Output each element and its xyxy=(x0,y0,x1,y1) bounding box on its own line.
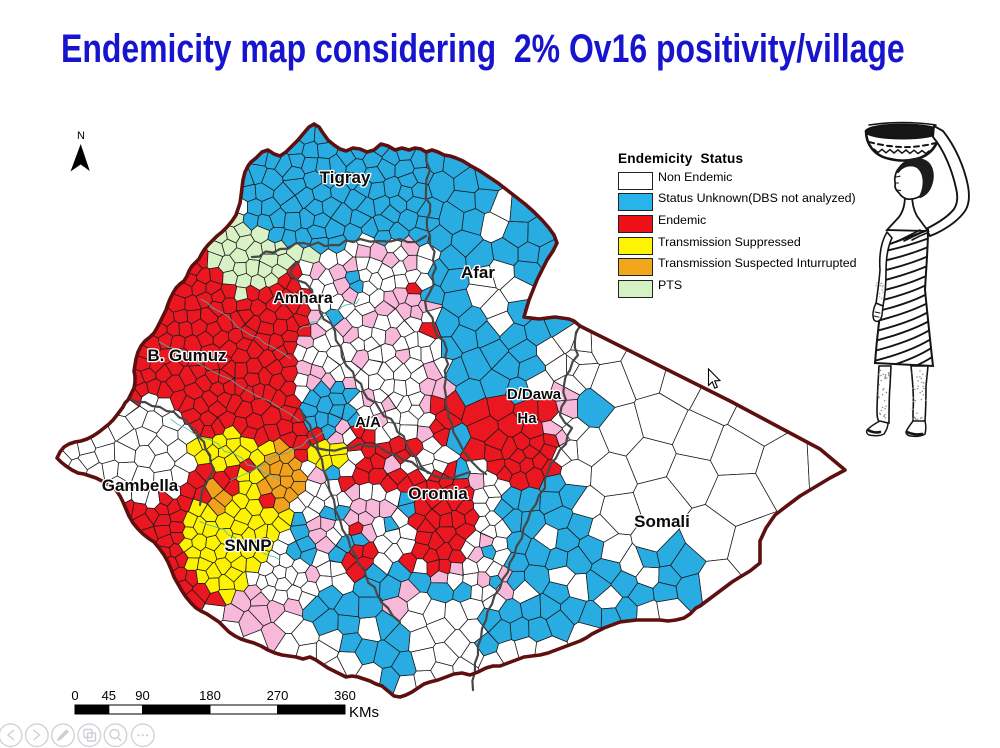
svg-text:180: 180 xyxy=(199,688,221,703)
svg-text:D/Dawa: D/Dawa xyxy=(507,386,562,403)
svg-text:45: 45 xyxy=(102,688,116,703)
svg-text:Somali: Somali xyxy=(634,512,690,531)
svg-text:90: 90 xyxy=(135,688,149,703)
svg-text:SNNP: SNNP xyxy=(224,536,271,555)
svg-text:360: 360 xyxy=(334,688,356,703)
svg-text:Ha: Ha xyxy=(517,410,537,427)
svg-text:Oromia: Oromia xyxy=(408,484,468,503)
svg-text:Tigray: Tigray xyxy=(320,168,371,187)
svg-text:0: 0 xyxy=(71,688,78,703)
svg-text:Amhara: Amhara xyxy=(273,290,333,307)
svg-text:B. Gumuz: B. Gumuz xyxy=(147,346,226,365)
svg-text:270: 270 xyxy=(267,688,289,703)
svg-text:N: N xyxy=(77,130,85,142)
svg-text:Afar: Afar xyxy=(461,263,495,282)
svg-text:KMs: KMs xyxy=(349,704,379,721)
svg-text:Gambella: Gambella xyxy=(102,476,179,495)
svg-text:A/A: A/A xyxy=(355,414,381,431)
